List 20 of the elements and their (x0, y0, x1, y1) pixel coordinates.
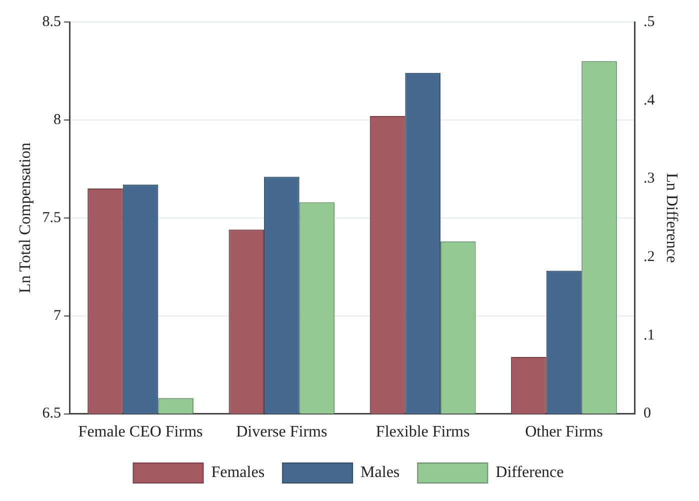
x-tick-label: Diverse Firms (236, 424, 328, 441)
y-tick-label: 7.5 (42, 210, 61, 226)
y2-tick-label: .4 (644, 92, 656, 108)
legend-label: Males (360, 464, 400, 482)
y-axis-title: Ln Total Compensation (16, 142, 34, 294)
y-tick-label: 6.5 (42, 406, 61, 422)
y2-tick-label: 0 (644, 406, 652, 422)
legend-label: Difference (496, 464, 564, 482)
y2-tick-label: .1 (644, 327, 655, 344)
x-tick-label: Flexible Firms (376, 424, 470, 441)
y-tick-label: 7 (53, 308, 62, 324)
legend-label: Females (211, 464, 265, 482)
y-tick-label: 8 (53, 112, 61, 128)
x-tick-label: Other Firms (525, 424, 603, 441)
y2-tick-label: .2 (644, 249, 655, 266)
y-tick-label: 8.5 (42, 14, 61, 30)
y2-tick-label: .5 (644, 14, 655, 30)
x-tick-label: Female CEO Firms (78, 424, 203, 441)
y2-axis-title: Ln Difference (663, 172, 680, 263)
y2-tick-label: .3 (644, 170, 655, 187)
